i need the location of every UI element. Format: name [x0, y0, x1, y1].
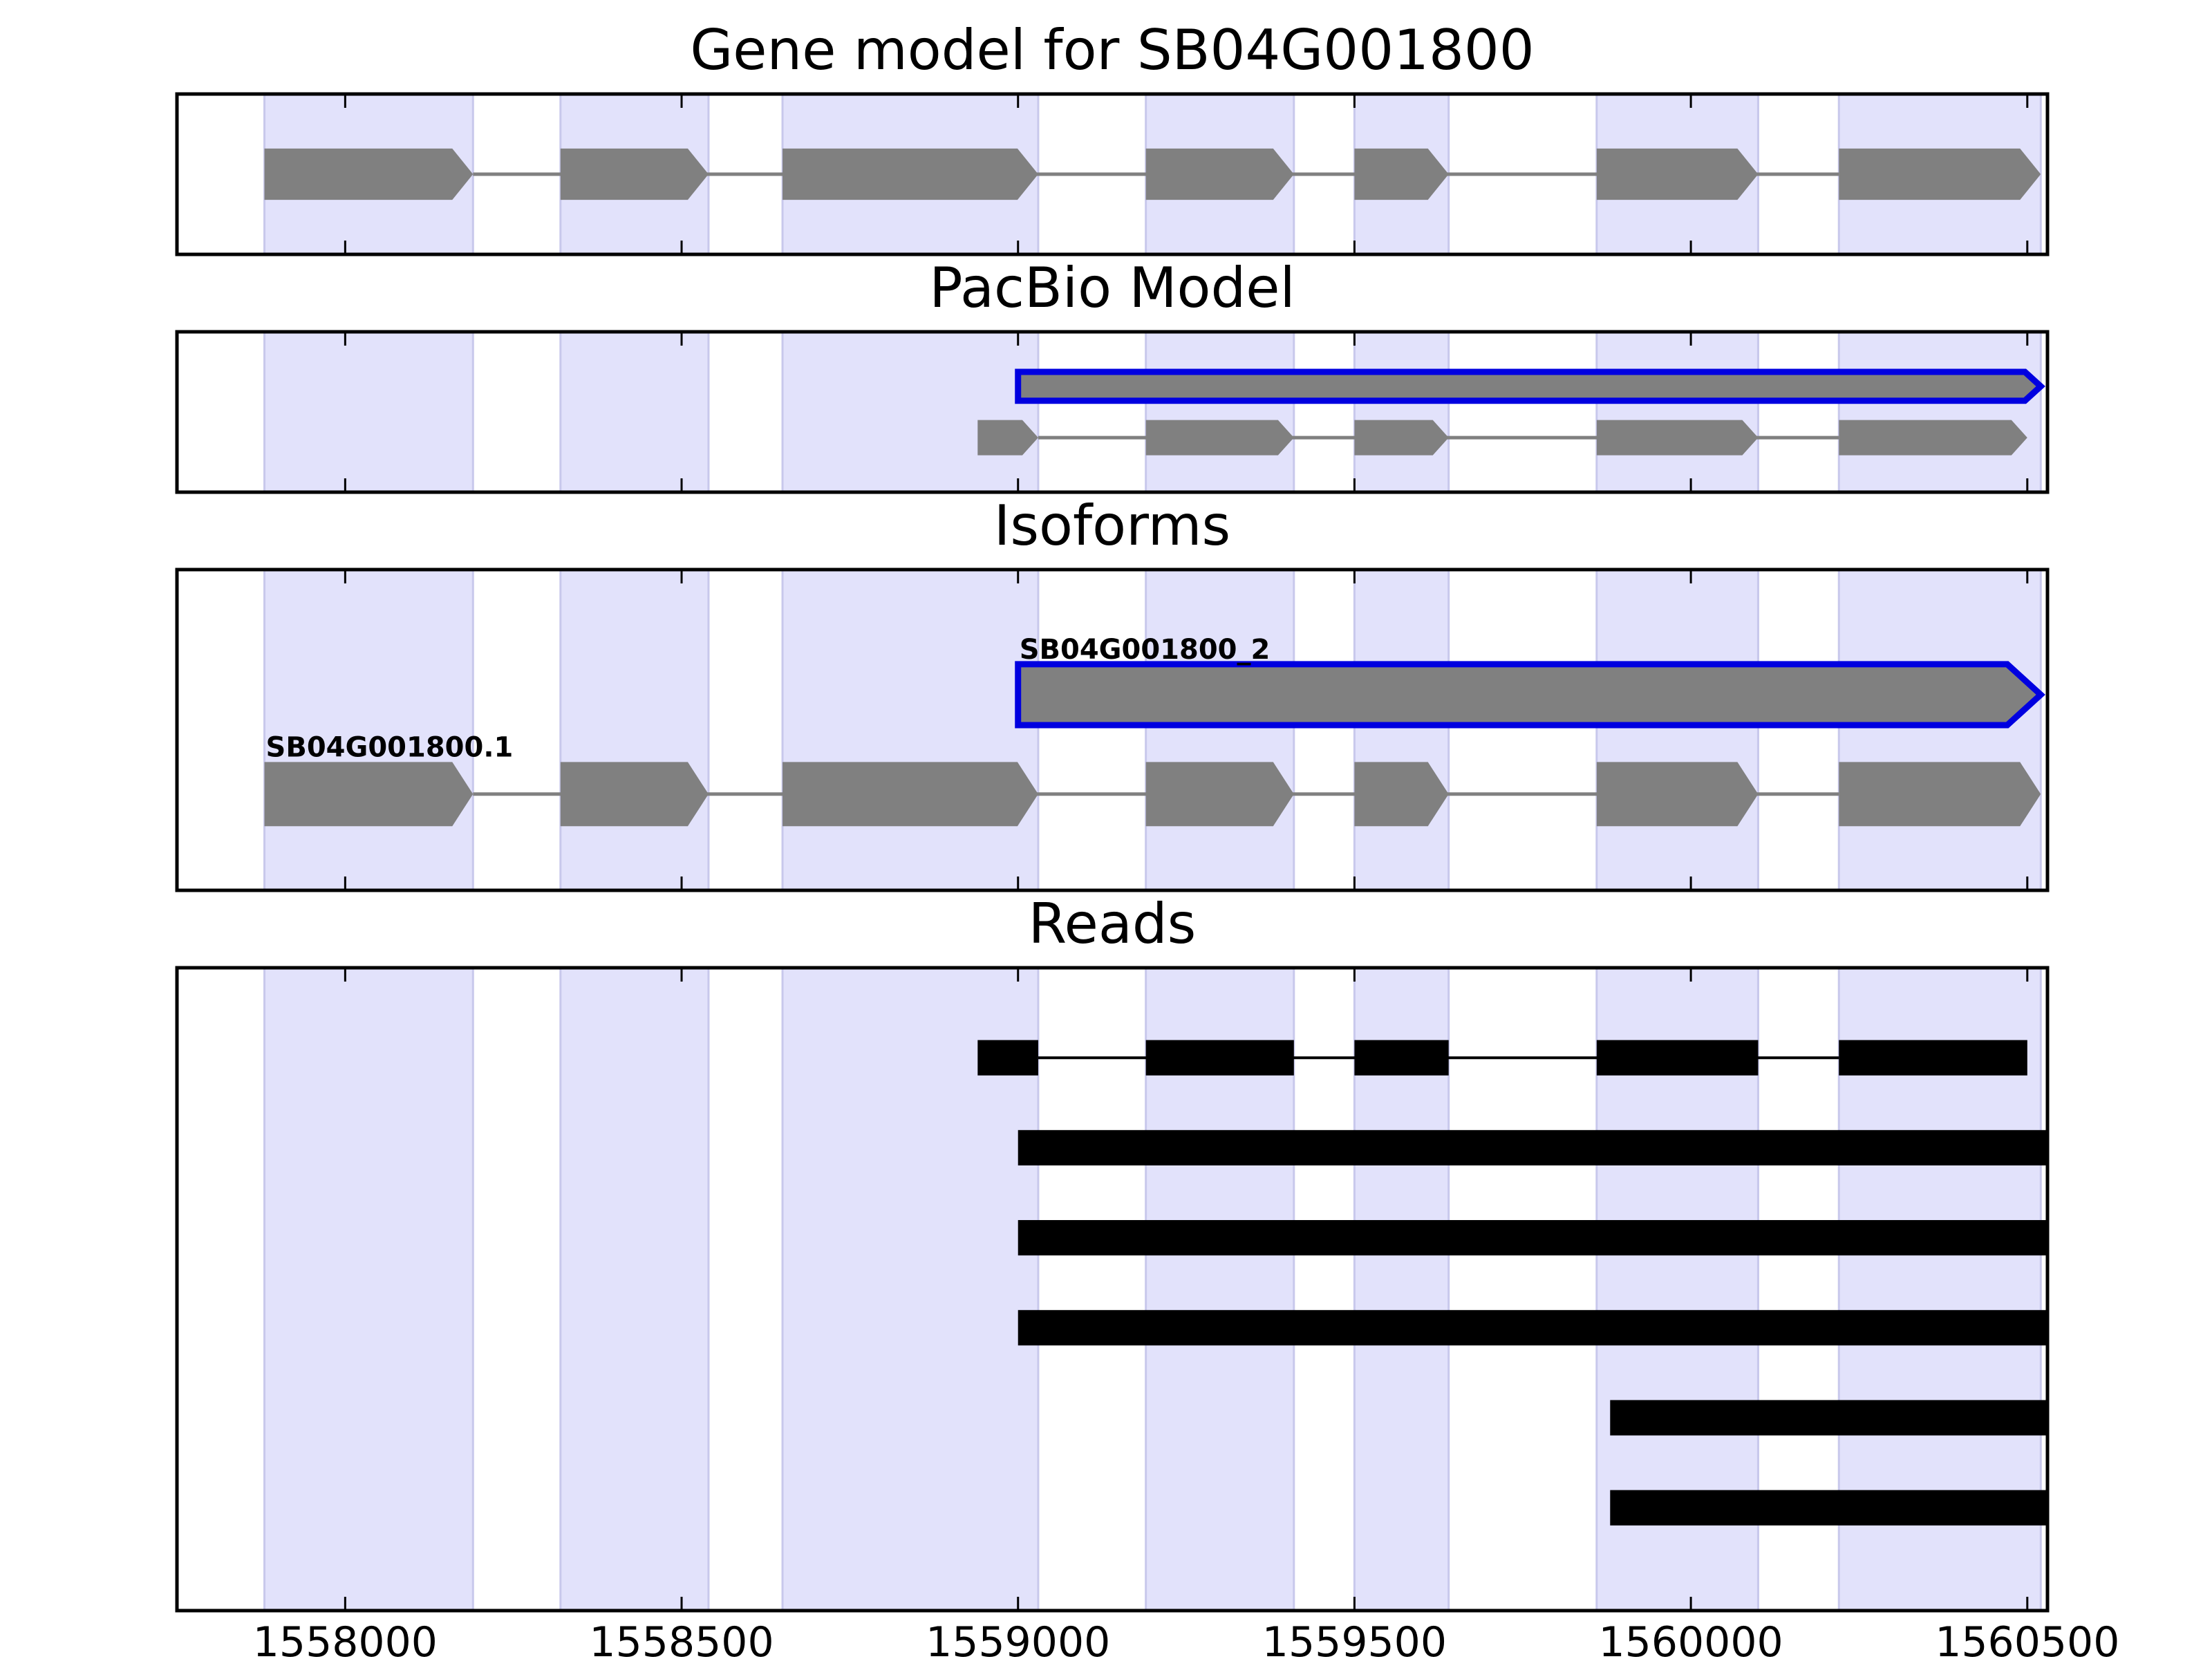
read-block — [1354, 1040, 1449, 1076]
read-block — [1610, 1400, 2047, 1436]
exon-arrow — [782, 762, 1038, 827]
panel-frame — [175, 966, 2050, 1613]
x-tick-label: 1560500 — [1935, 1618, 2119, 1659]
panel-title: Reads — [1029, 892, 1197, 956]
plot-area — [263, 94, 2042, 254]
read-block — [1610, 1490, 2047, 1526]
exon-arrow — [1145, 148, 1294, 200]
panel-frame — [175, 330, 2050, 494]
exon-arrow — [1596, 420, 1759, 456]
exon-arrow — [264, 148, 474, 200]
exon-arrow — [1839, 148, 2041, 200]
read-track — [1018, 1130, 2047, 1165]
exon-shade-band — [263, 332, 474, 492]
exon-shade-band — [1353, 570, 1450, 890]
exon-shade-band — [559, 570, 710, 890]
read-track — [1018, 1310, 2047, 1346]
isoform-exon-outlined — [1015, 661, 2045, 729]
panels: Gene model for SB04G001800 PacBio Model Is… — [175, 18, 2119, 1659]
exon-arrow — [560, 762, 709, 827]
read-block — [1145, 1040, 1294, 1076]
exon-shade-band — [1595, 332, 1759, 492]
exon-shade-band — [559, 968, 710, 1611]
isoform-track — [1015, 368, 2045, 404]
exon-arrow — [1354, 148, 1449, 200]
exon-arrow — [1354, 762, 1449, 827]
isoform-track — [264, 762, 2041, 827]
x-tick-label: 1558500 — [589, 1618, 774, 1659]
read-track — [1018, 1220, 2047, 1256]
panel-title: Isoforms — [994, 494, 1230, 558]
exon-arrow — [264, 762, 474, 827]
exon-shade-band — [781, 570, 1040, 890]
panel-title: PacBio Model — [929, 256, 1295, 320]
read-track — [1610, 1490, 2047, 1526]
panel-2: PacBio Model — [175, 256, 2050, 494]
exon-arrow — [977, 420, 1038, 456]
read-block — [1596, 1040, 1759, 1076]
exon-shade-band — [781, 968, 1040, 1611]
read-block — [1839, 1040, 2027, 1076]
read-track — [1610, 1400, 2047, 1436]
x-tick-label: 1560000 — [1598, 1618, 1783, 1659]
panel-1: Gene model for SB04G001800 — [175, 18, 2050, 256]
plot-area — [263, 332, 2045, 492]
exon-arrow — [1596, 762, 1759, 827]
exon-shade-band — [1837, 570, 2042, 890]
panel-frame — [175, 92, 2050, 256]
exon-shade-band — [1595, 570, 1759, 890]
exon-shade-band — [781, 332, 1040, 492]
x-tick-label: 1559500 — [1262, 1618, 1447, 1659]
exon-arrow — [1145, 420, 1294, 456]
exon-shade-band — [263, 570, 474, 890]
plot-area — [263, 968, 2047, 1611]
exon-shade-band — [263, 968, 474, 1611]
exon-arrow — [1839, 762, 2041, 827]
read-block — [1018, 1130, 2047, 1165]
exon-shade-band — [1145, 570, 1295, 890]
read-block — [977, 1040, 1038, 1076]
exon-arrow — [782, 148, 1038, 200]
panel-3: Isoforms SB04G001800_2 SB04G001800.1 — [175, 494, 2050, 892]
exon-shade-band — [1837, 332, 2042, 492]
plot-area — [263, 570, 2045, 890]
x-tick-label: 1559000 — [926, 1618, 1110, 1659]
isoform-exon-outlined — [1015, 368, 2045, 404]
exon-shade-band — [1353, 332, 1450, 492]
exon-arrow — [1839, 420, 2027, 456]
exon-shade-band — [1145, 332, 1295, 492]
isoform-track — [1015, 661, 2045, 729]
exon-shade-band — [559, 332, 710, 492]
isoform-label: SB04G001800_2 — [1020, 634, 1271, 666]
x-tick-label: 1558000 — [253, 1618, 438, 1659]
panel-title: Gene model for SB04G001800 — [690, 18, 1534, 82]
exon-arrow — [1145, 762, 1294, 827]
read-track — [977, 1040, 2027, 1076]
exon-arrow — [1354, 420, 1449, 456]
panel-4: Reads 1558000 1558500 1559000 1559500 1560000… — [175, 892, 2119, 1659]
read-block — [1018, 1310, 2047, 1346]
read-block — [1018, 1220, 2047, 1256]
panel-frame — [175, 568, 2050, 892]
isoform-track — [977, 420, 2027, 456]
isoform-label: SB04G001800.1 — [266, 731, 514, 763]
exon-arrow — [560, 148, 709, 200]
isoform-track — [264, 148, 2041, 200]
exon-arrow — [1596, 148, 1759, 200]
